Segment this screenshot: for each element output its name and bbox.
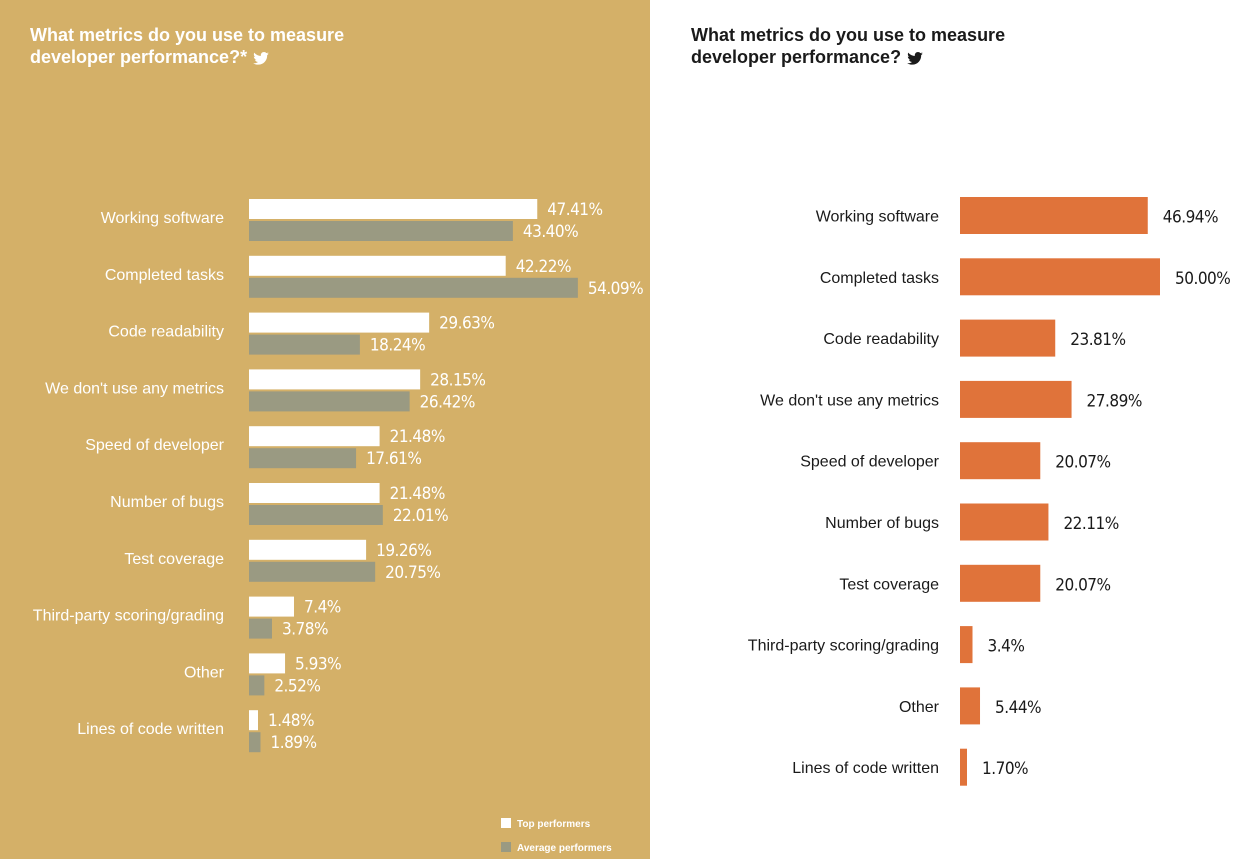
right-value-bar (960, 442, 1041, 480)
left-value-label: 1.89% (270, 733, 316, 753)
right-category-label: Working software (816, 209, 939, 226)
left-value-label: 43.40% (523, 222, 578, 242)
average-performers-bar (249, 561, 376, 582)
left-category-label: Working software (101, 210, 224, 227)
average-performers-bar (249, 618, 272, 639)
right-value-label: 5.44% (995, 698, 1041, 718)
left-category-label: Other (184, 664, 225, 681)
left-value-label: 19.26% (376, 541, 431, 561)
left-chart-title: What metrics do you use to measure devel… (30, 25, 345, 67)
left-category-label: Code readability (108, 324, 224, 341)
left-value-label: 42.22% (516, 257, 571, 277)
right-bar-chart: Working software 46.94% Completed tasks 50.… (748, 197, 1231, 786)
left-value-label: 3.78% (282, 620, 328, 640)
right-category-label: We don't use any metrics (760, 392, 939, 409)
right-value-bar (960, 258, 1160, 296)
right-category-label: Speed of developer (800, 454, 939, 471)
right-category-label: Completed tasks (820, 270, 939, 287)
right-category-label: Lines of code written (792, 760, 939, 777)
right-panel: What metrics do you use to measure devel… (650, 0, 1247, 859)
top-performers-bar (249, 710, 258, 731)
average-performers-bar (249, 334, 360, 355)
average-performers-bar (249, 505, 383, 525)
top-performers-bar (249, 312, 430, 333)
left-category-label: Lines of code written (77, 721, 224, 738)
average-performers-bar (249, 277, 578, 298)
right-value-label: 20.07% (1055, 453, 1110, 473)
left-category-label: Completed tasks (105, 267, 224, 284)
left-value-label: 2.52% (274, 676, 320, 696)
legend-label: Top performers (517, 819, 591, 830)
top-performers-bar (249, 369, 421, 390)
right-chart-title: What metrics do you use to measure devel… (691, 25, 1006, 67)
right-category-label: Number of bugs (825, 515, 939, 532)
top-performers-bar (249, 483, 380, 503)
right-value-label: 20.07% (1055, 575, 1110, 595)
left-value-label: 21.48% (390, 484, 445, 504)
right-category-label: Other (899, 699, 940, 716)
top-performers-bar (249, 255, 506, 276)
left-value-label: 7.4% (304, 598, 341, 618)
right-category-label: Test coverage (839, 576, 939, 593)
left-category-label: Number of bugs (110, 494, 224, 511)
right-value-label: 27.89% (1087, 391, 1142, 411)
left-value-label: 17.61% (366, 449, 421, 469)
right-value-label: 50.00% (1175, 269, 1230, 289)
right-value-label: 46.94% (1163, 208, 1218, 228)
left-value-label: 18.24% (370, 336, 425, 356)
right-value-bar (960, 748, 967, 786)
legend-label: Average performers (517, 843, 612, 854)
right-value-bar (960, 687, 981, 725)
left-value-label: 47.41% (547, 200, 602, 220)
left-value-label: 28.15% (430, 370, 485, 390)
left-category-label: Speed of developer (85, 437, 224, 454)
twitter-bird-icon[interactable] (907, 52, 923, 65)
right-value-label: 1.70% (982, 759, 1028, 779)
right-value-bar (960, 380, 1072, 418)
right-value-label: 22.11% (1063, 514, 1118, 534)
right-value-bar (960, 319, 1056, 357)
twitter-bird-icon[interactable] (253, 52, 269, 65)
average-performers-bar (249, 391, 410, 412)
left-value-label: 26.42% (420, 392, 475, 412)
left-value-label: 1.48% (268, 711, 314, 731)
legend-swatch (501, 842, 511, 852)
top-performers-bar (249, 199, 538, 219)
left-bar-chart: Working software 47.41%43.40% Completed ta… (33, 199, 644, 854)
top-performers-bar (249, 426, 380, 447)
right-category-label: Third-party scoring/grading (748, 638, 939, 655)
right-value-bar (960, 564, 1041, 602)
legend-swatch (501, 818, 511, 828)
right-value-bar (960, 197, 1148, 234)
left-category-label: Third-party scoring/grading (33, 608, 224, 625)
top-performers-bar (249, 596, 294, 617)
right-value-label: 3.4% (988, 637, 1025, 657)
left-category-label: Test coverage (124, 551, 224, 568)
right-value-bar (960, 503, 1049, 541)
left-panel: What metrics do you use to measure devel… (0, 0, 650, 859)
right-value-label: 23.81% (1070, 330, 1125, 350)
average-performers-bar (249, 448, 357, 469)
average-performers-bar (249, 675, 265, 696)
left-value-label: 54.09% (588, 279, 643, 299)
right-category-label: Code readability (823, 331, 939, 348)
left-value-label: 22.01% (393, 506, 448, 526)
left-value-label: 21.48% (390, 427, 445, 447)
top-performers-bar (249, 653, 286, 674)
average-performers-bar (249, 221, 513, 241)
left-category-label: We don't use any metrics (45, 380, 224, 397)
right-value-bar (960, 626, 973, 664)
average-performers-bar (249, 732, 261, 753)
top-performers-bar (249, 539, 367, 560)
left-value-label: 29.63% (439, 314, 494, 334)
left-value-label: 20.75% (385, 563, 440, 583)
left-value-label: 5.93% (295, 654, 341, 674)
